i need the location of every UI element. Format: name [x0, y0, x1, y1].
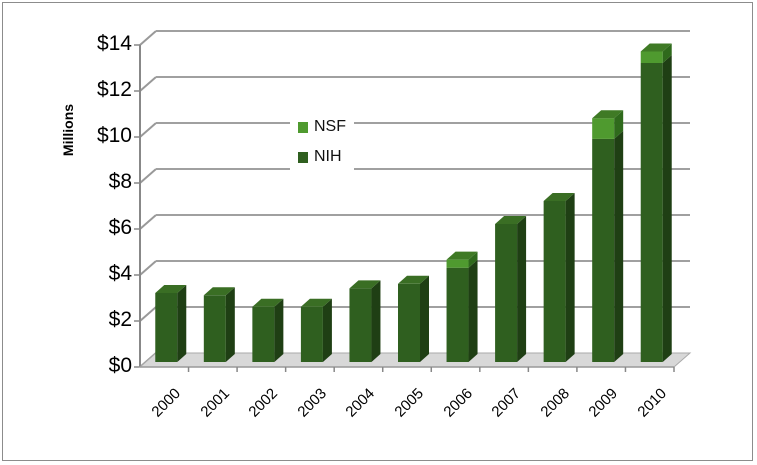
y-tick-label: $6: [108, 216, 132, 239]
chart-frame: [2, 2, 753, 461]
legend-label-nih: NIH: [314, 148, 342, 165]
y-tick-label: $14: [96, 32, 132, 55]
legend-item-nsf: NSF: [298, 112, 346, 142]
y-tick-label: $4: [108, 262, 132, 285]
legend: NSF NIH: [290, 112, 354, 172]
legend-swatch-nih: [298, 151, 308, 163]
legend-swatch-nsf: [298, 121, 308, 133]
y-tick-label: $8: [108, 170, 132, 193]
y-tick-label: $10: [96, 124, 132, 147]
y-tick-label: $0: [108, 354, 132, 377]
legend-label-nsf: NSF: [314, 118, 346, 135]
y-tick-label: $2: [108, 308, 132, 331]
legend-item-nih: NIH: [298, 142, 346, 172]
y-tick-label: $12: [96, 78, 132, 101]
